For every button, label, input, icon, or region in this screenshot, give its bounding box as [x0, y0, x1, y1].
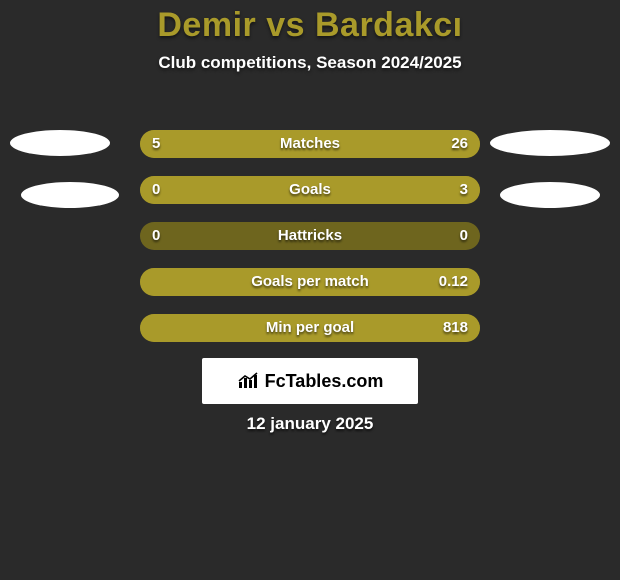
stat-row: 00Hattricks — [140, 222, 480, 250]
right-ellipse — [490, 130, 610, 156]
brand-box: FcTables.com — [202, 358, 418, 404]
stat-label: Goals — [140, 176, 480, 204]
stat-label: Hattricks — [140, 222, 480, 250]
player-right-name: Bardakcı — [315, 6, 463, 44]
brand-text: FcTables.com — [265, 371, 384, 392]
left-ellipse — [10, 130, 110, 156]
stat-row: 03Goals — [140, 176, 480, 204]
subtitle: Club competitions, Season 2024/2025 — [0, 53, 620, 73]
stat-label: Goals per match — [140, 268, 480, 296]
stat-label: Matches — [140, 130, 480, 158]
stat-row: 818Min per goal — [140, 314, 480, 342]
title-vs: vs — [266, 6, 305, 44]
left-ellipse — [21, 182, 119, 208]
stat-rows: 526Matches 03Goals 00Hattricks 0.12Goals pe… — [140, 130, 480, 360]
brand-chart-icon — [237, 372, 259, 390]
stat-row: 526Matches — [140, 130, 480, 158]
stat-label: Min per goal — [140, 314, 480, 342]
stat-row: 0.12Goals per match — [140, 268, 480, 296]
comparison-card: Demir vs Bardakcı Club competitions, Sea… — [0, 6, 620, 580]
date-text: 12 january 2025 — [0, 414, 620, 434]
right-ellipse — [500, 182, 600, 208]
player-left-name: Demir — [157, 6, 256, 44]
page-title: Demir vs Bardakcı — [0, 6, 620, 45]
